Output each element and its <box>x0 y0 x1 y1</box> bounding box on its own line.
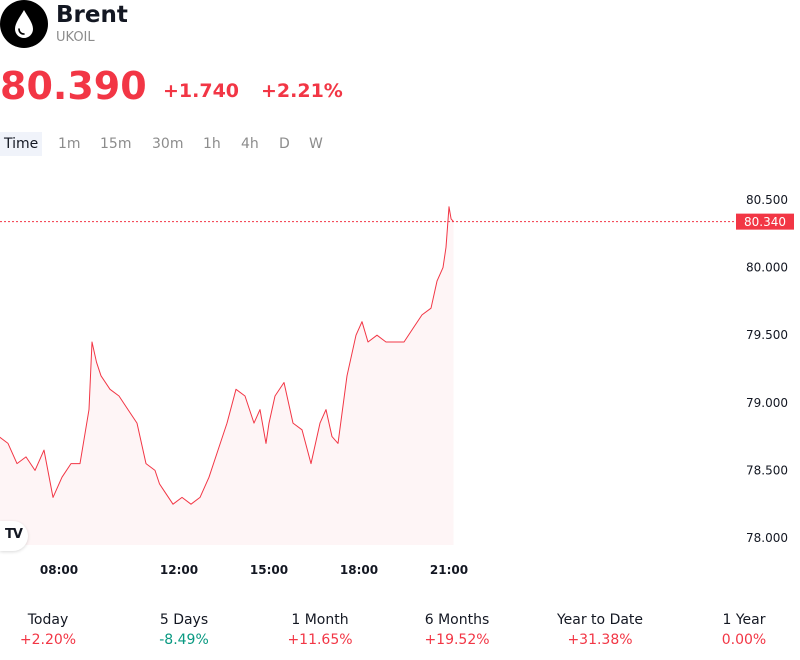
perf-today[interactable]: Today +2.20% <box>0 611 118 650</box>
x-axis-tick-label: 12:00 <box>160 563 198 577</box>
perf-label: 1 Month <box>291 612 349 628</box>
tab-15m[interactable]: 15m <box>100 136 132 152</box>
price-change: +1.740 <box>163 80 240 102</box>
perf-label: 6 Months <box>424 612 490 628</box>
tab-1m[interactable]: 1m <box>58 136 81 152</box>
price-chart[interactable]: 80.340 78.000 78.500 79.000 79.500 80.000 80.5… <box>0 180 800 590</box>
instrument-ticker: UKOIL <box>56 30 95 45</box>
perf-value: +31.38% <box>567 632 633 648</box>
perf-label: Today <box>27 612 69 628</box>
perf-year-to-date[interactable]: Year to Date +31.38% <box>530 611 670 650</box>
tradingview-logo[interactable]: TV <box>0 521 28 551</box>
x-axis-tick-label: 08:00 <box>40 563 78 577</box>
y-axis-tick-label: 79.500 <box>746 328 788 342</box>
y-axis-tick-label: 80.000 <box>746 261 788 275</box>
y-axis-tick-label: 78.000 <box>746 531 788 545</box>
oil-drop-icon <box>0 0 48 48</box>
perf-label: Year to Date <box>556 612 644 628</box>
last-price: 80.390 <box>0 64 147 108</box>
perf-6-months[interactable]: 6 Months +19.52% <box>387 611 527 650</box>
tab-time[interactable]: Time <box>0 132 43 156</box>
perf-label: 5 Days <box>159 612 209 628</box>
perf-value: +19.52% <box>424 632 490 648</box>
price-change-percent: +2.21% <box>261 80 343 102</box>
x-axis-tick-label: 15:00 <box>250 563 288 577</box>
instrument-name: Brent <box>56 2 128 28</box>
y-axis-tick-label: 80.500 <box>746 193 788 207</box>
tab-4h[interactable]: 4h <box>241 136 259 152</box>
perf-value: +11.65% <box>287 632 353 648</box>
perf-label: 1 Year <box>722 612 766 628</box>
perf-value: 0.00% <box>721 632 767 648</box>
instrument-header: Brent UKOIL <box>0 0 400 50</box>
x-axis-tick-label: 21:00 <box>430 563 468 577</box>
x-axis-tick-label: 18:00 <box>340 563 378 577</box>
perf-value: -8.49% <box>159 632 209 648</box>
perf-value: +2.20% <box>19 632 77 648</box>
perf-1-month[interactable]: 1 Month +11.65% <box>250 611 390 650</box>
tab-1h[interactable]: 1h <box>203 136 221 152</box>
tab-w[interactable]: W <box>309 136 323 152</box>
perf-1-year[interactable]: 1 Year 0.00% <box>674 611 800 650</box>
tab-30m[interactable]: 30m <box>152 136 184 152</box>
price-area-fill <box>0 206 454 545</box>
quote-row: 80.390 +1.740 +2.21% <box>0 62 500 112</box>
price-line <box>0 206 454 505</box>
current-price-label-bg <box>736 213 794 230</box>
y-axis-tick-label: 78.500 <box>746 463 788 477</box>
y-axis-tick-label: 79.000 <box>746 396 788 410</box>
perf-5-days[interactable]: 5 Days -8.49% <box>114 611 254 650</box>
tab-d[interactable]: D <box>279 136 290 152</box>
current-price-label: 80.340 <box>744 215 786 229</box>
